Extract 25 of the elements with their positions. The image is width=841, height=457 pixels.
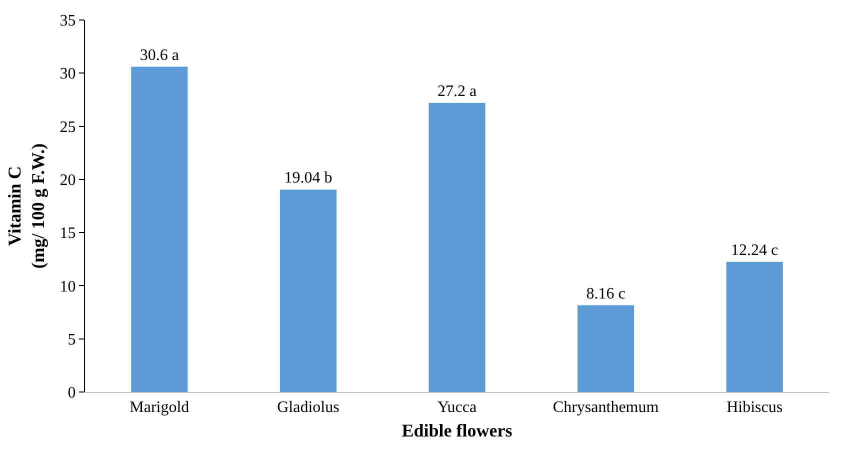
data-label: 19.04 b [284, 170, 332, 187]
y-tick-label: 20 [60, 172, 76, 190]
bar [131, 66, 188, 392]
y-tick-label: 10 [60, 278, 76, 296]
x-tick-label: Gladiolus [277, 399, 340, 416]
y-tick-label: 5 [68, 331, 76, 348]
x-tick-label: Chrysanthemum [552, 399, 660, 416]
y-tick-label: 15 [60, 225, 76, 242]
x-tick-label: Hibiscus [726, 399, 783, 416]
y-tick-label: 0 [68, 384, 76, 402]
bar [726, 262, 783, 392]
data-label: 12.24 c [731, 242, 778, 259]
x-axis-title: Edible flowers [402, 420, 512, 440]
x-tick-label: Marigold [130, 399, 190, 416]
bar [428, 102, 486, 392]
data-label: 8.16 c [586, 285, 626, 302]
y-axis-title: Vitamin C (mg/ 100 g F.W.) [4, 143, 48, 269]
y-tick-label: 35 [60, 12, 76, 30]
y-tick-label: 30 [60, 66, 76, 83]
bar [578, 305, 634, 392]
y-tick-label: 25 [60, 118, 76, 136]
bar [280, 190, 336, 392]
x-tick-label: Yucca [437, 399, 477, 416]
data-label: 27.2 a [437, 82, 477, 100]
data-label: 30.6 a [140, 46, 179, 64]
